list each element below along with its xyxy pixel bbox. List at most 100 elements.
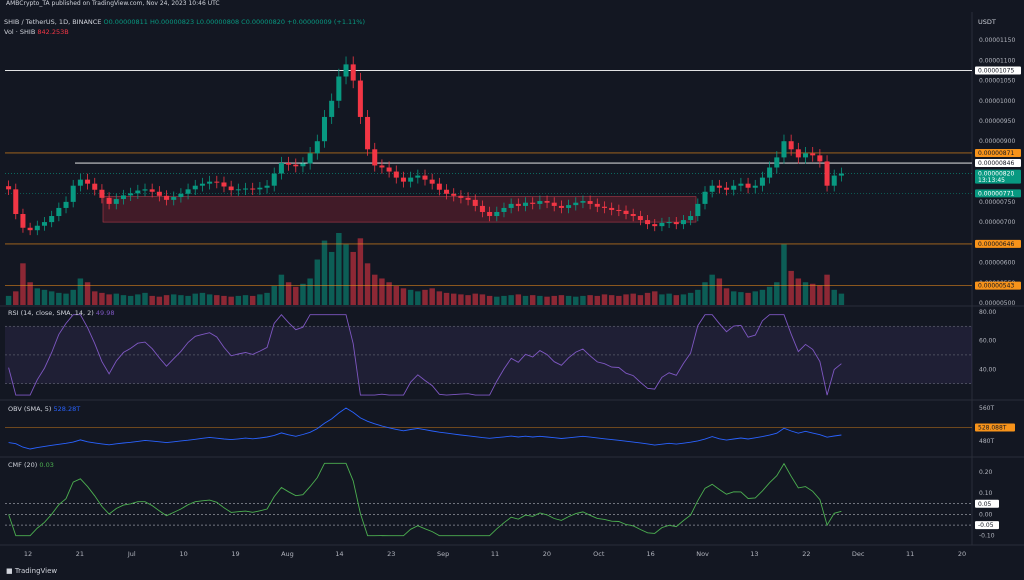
volume-bar (558, 295, 565, 305)
volume-bar (601, 294, 608, 305)
candle-body (745, 183, 751, 188)
candle-body (20, 214, 26, 228)
obv-line (8, 407, 842, 450)
candle-body (113, 199, 119, 204)
obv-value: 528.28T (53, 405, 81, 413)
volume-bar (257, 294, 263, 305)
volume-bar (594, 295, 601, 305)
price-tick-label: 0.00000750 (979, 199, 1015, 206)
volume-bar (637, 295, 644, 305)
candle-body (27, 227, 33, 231)
cmf-boxed-tick-bg (975, 521, 999, 530)
candle-body (580, 201, 586, 203)
candle-body (616, 209, 622, 211)
volume-bar (400, 288, 407, 305)
tradingview-logo-icon: ■ (6, 567, 13, 575)
volume-bar (199, 292, 206, 305)
price-label: 0.00001075 (978, 67, 1014, 74)
candle-body (171, 197, 177, 200)
time-tick-label: Dec (852, 550, 865, 558)
symbol-label[interactable]: SHIB / TetherUS, 1D, BINANCE (4, 18, 102, 26)
candle-body (63, 201, 69, 208)
volume-bar (759, 289, 766, 305)
volume-bar (214, 295, 220, 305)
volume-bar (580, 295, 586, 305)
candle-body (731, 185, 737, 190)
volume-bar (537, 295, 543, 305)
candle-body (135, 190, 141, 194)
volume-bar (84, 282, 91, 305)
price-label: 0.00000846 (978, 160, 1014, 167)
price-label: 0.00000543 (978, 283, 1014, 290)
publish-header: AMBCrypto_TA published on TradingView.co… (0, 0, 1024, 8)
candle-body (666, 222, 672, 224)
price-label-bg (975, 169, 1021, 184)
obv-label[interactable]: OBV (SMA, 5) (8, 405, 52, 413)
candle-body (458, 195, 464, 198)
cmf-tick-label: 0.05 (978, 501, 992, 508)
volume-bar (379, 278, 385, 305)
candle-body (99, 189, 105, 198)
volume-bar (63, 293, 69, 305)
candle-body (393, 171, 399, 178)
volume-bar (795, 278, 802, 305)
time-tick-label: 11 (906, 550, 914, 558)
volume-bar (99, 292, 105, 305)
candle-body (601, 206, 607, 208)
volume-bar (494, 296, 500, 305)
volume-value: 842.253B (37, 28, 69, 36)
volume-bar (429, 288, 435, 305)
price-tick-label: 0.00000950 (979, 118, 1015, 125)
volume-bar (831, 289, 837, 305)
candle-body (178, 193, 184, 198)
candle-body (271, 173, 277, 186)
candle-body (185, 189, 191, 194)
candle-body (472, 199, 478, 206)
rsi-label[interactable]: RSI (14, close, SMA, 14, 2) (8, 309, 94, 317)
candle-body (623, 210, 629, 215)
volume-bar (723, 288, 730, 305)
obv-last-label: 528.088T (978, 425, 1007, 432)
volume-bar (393, 286, 400, 305)
cmf-label[interactable]: CMF (20) (8, 461, 38, 469)
volume-bar (206, 294, 213, 305)
obv-last-bg (975, 423, 1015, 432)
candle-body (400, 177, 406, 182)
volume-bar (336, 233, 342, 305)
volume-bar (730, 291, 737, 305)
volume-bar (328, 251, 335, 305)
volume-bar (458, 294, 464, 305)
candle-body (149, 189, 155, 192)
volume-bar (34, 288, 41, 305)
candle-body (652, 224, 658, 227)
volume-bar (77, 278, 84, 305)
volume-bar (5, 295, 12, 305)
candle-body (106, 197, 112, 204)
tradingview-logo[interactable]: ■ TradingView (6, 567, 57, 575)
candle-body (300, 163, 306, 167)
candle-body (13, 189, 19, 215)
price-tick-label: 0.00000700 (979, 219, 1015, 226)
candle-body (192, 185, 198, 190)
candle-body (817, 155, 823, 162)
time-tick-label: 21 (76, 550, 84, 558)
volume-label[interactable]: Vol · SHIB (4, 28, 36, 36)
rsi-tick-label: 40.00 (979, 366, 996, 373)
candle-body (156, 191, 162, 196)
volume-bar (809, 283, 816, 305)
time-tick-label: 16 (647, 550, 655, 558)
candle-body (724, 187, 730, 190)
candle-body (515, 203, 521, 206)
publish-line: AMBCrypto_TA published on TradingView.co… (6, 0, 220, 7)
candle-body (759, 177, 765, 186)
candle-body (695, 203, 701, 217)
volume-bar (113, 293, 120, 305)
volume-bar (48, 291, 55, 305)
volume-bar (738, 292, 744, 305)
volume-bar (293, 286, 299, 305)
price-tick-label: 0.00001050 (979, 78, 1015, 85)
candle-body (781, 141, 787, 158)
candle-body (207, 181, 213, 184)
volume-bar (573, 296, 579, 305)
